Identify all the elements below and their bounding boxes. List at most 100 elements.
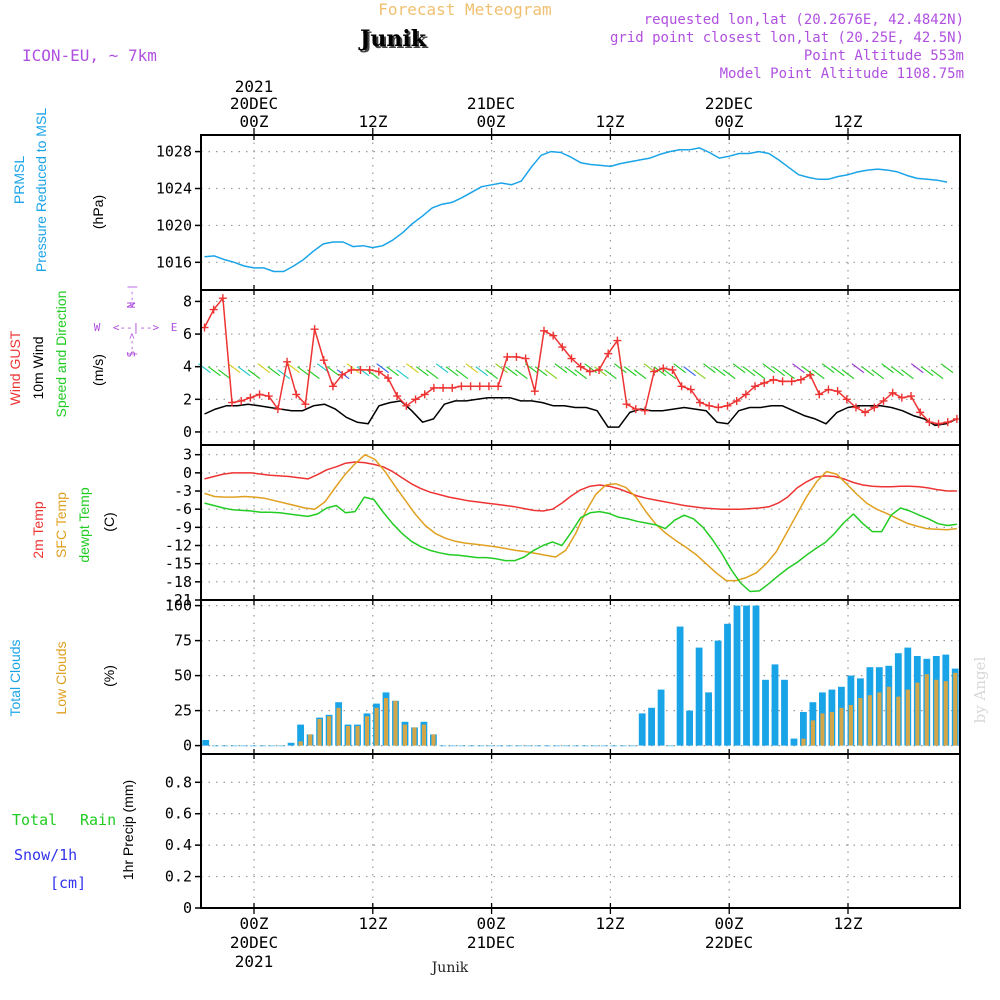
wind-gust-marker bbox=[842, 395, 851, 404]
wind-gust-marker bbox=[328, 382, 337, 391]
wind-direction-arrow bbox=[722, 369, 736, 380]
temp-unit: (C) bbox=[101, 512, 117, 531]
wind-direction-arrow bbox=[267, 366, 281, 377]
wind-direction-arrow bbox=[881, 363, 894, 374]
y-tick-label: 50 bbox=[174, 667, 192, 685]
total-cloud-bar bbox=[468, 745, 475, 747]
total-cloud-bar bbox=[487, 745, 494, 747]
top-time-tick-label: 12Z bbox=[596, 112, 625, 131]
wind-gust-marker bbox=[338, 370, 347, 379]
wind-10m-line bbox=[204, 396, 958, 428]
total-cloud-bar bbox=[591, 745, 599, 747]
wind-direction-arrow bbox=[247, 369, 261, 380]
low-cloud-bar bbox=[915, 682, 920, 746]
compass-south-arrow: |--> bbox=[127, 333, 138, 357]
wind-gust-marker bbox=[521, 354, 530, 363]
wind-gust-marker bbox=[751, 382, 760, 391]
y-tick-label: 1016 bbox=[156, 253, 192, 271]
total-cloud-bar bbox=[477, 745, 485, 747]
low-cloud-bar bbox=[829, 712, 834, 746]
total-cloud-bar bbox=[705, 692, 712, 746]
compass-south: S bbox=[125, 351, 138, 358]
wind-direction-arrow bbox=[326, 366, 340, 377]
top-date-label: 22DEC bbox=[705, 94, 753, 113]
wind-direction-arrow bbox=[208, 366, 221, 377]
pressure-label-msl: Pressure Reduced to MSL bbox=[33, 108, 49, 272]
low-cloud-bar bbox=[393, 700, 398, 746]
low-cloud-bar bbox=[953, 672, 958, 746]
y-tick-label: 25 bbox=[174, 702, 192, 720]
model-label: ICON-EU, ~ 7km bbox=[22, 46, 157, 65]
wind-gust-marker bbox=[218, 294, 227, 303]
top-time-tick-label: 12Z bbox=[359, 112, 388, 131]
precip-snow-unit: [cm] bbox=[50, 874, 86, 892]
total-cloud-bar bbox=[268, 745, 276, 747]
wind-direction-arrow bbox=[475, 366, 489, 377]
bars-layer bbox=[202, 605, 959, 747]
wind-direction-arrow bbox=[633, 369, 647, 380]
wind-direction-arrow bbox=[435, 363, 449, 374]
wind-gust-marker bbox=[255, 390, 264, 399]
total-cloud-bar bbox=[524, 745, 532, 747]
wind-direction-arrow bbox=[831, 366, 845, 377]
y-tick-label: -9 bbox=[174, 518, 192, 536]
wind-direction-arrow bbox=[752, 369, 766, 380]
bottom-time-tick-label: 00Z bbox=[477, 914, 506, 933]
temp-2m-line bbox=[204, 461, 957, 512]
y-tick-label: 0.8 bbox=[165, 773, 192, 791]
wind-direction-arrow bbox=[772, 366, 786, 377]
temp-dewpt-label: dewpt Temp bbox=[76, 487, 92, 562]
total-cloud-bar bbox=[221, 745, 229, 747]
grid-point-coords: grid point closest lon,lat (20.25E, 42.5… bbox=[610, 30, 964, 46]
wind-gust-marker bbox=[622, 400, 631, 409]
clouds-low-label: Low Clouds bbox=[53, 641, 69, 714]
y-tick-label: 0 bbox=[183, 737, 192, 755]
low-cloud-bar bbox=[317, 719, 322, 746]
wind-gust-marker bbox=[824, 385, 833, 394]
bottom-time-tick-label: 00Z bbox=[715, 914, 744, 933]
wind-gust-marker bbox=[650, 367, 659, 376]
low-cloud-bar bbox=[810, 720, 815, 746]
y-tick-label: 0 bbox=[183, 464, 192, 482]
wind-gust-marker bbox=[787, 377, 796, 386]
precip-total-label: Total bbox=[12, 811, 57, 829]
wind-gust-marker bbox=[310, 325, 319, 334]
clouds-unit: (%) bbox=[101, 665, 117, 687]
pressure-label-prmsl: PRMSL bbox=[11, 156, 27, 204]
top-year: 2021 bbox=[235, 77, 274, 96]
temp-sfc-line bbox=[204, 453, 957, 582]
series-layer bbox=[198, 147, 961, 593]
compass-arrow: <--|--> bbox=[113, 321, 160, 334]
wind-gust-marker bbox=[246, 393, 255, 402]
wind-direction-arrow bbox=[257, 363, 271, 374]
wind-direction-arrow bbox=[406, 363, 419, 374]
wind-gust-marker bbox=[292, 390, 301, 399]
bottom-date-label: 22DEC bbox=[705, 933, 753, 952]
wind-gust-marker bbox=[549, 331, 558, 340]
bottom-year: 2021 bbox=[235, 952, 274, 971]
wind-gust-marker bbox=[558, 343, 567, 352]
y-tick-label: -12 bbox=[165, 537, 192, 555]
top-time-tick-label: 00Z bbox=[240, 112, 269, 131]
wind-gust-marker bbox=[888, 388, 897, 397]
low-cloud-bar bbox=[858, 698, 863, 746]
wind-gust-marker bbox=[539, 326, 548, 335]
temp-sfc-label: SFC Temp bbox=[53, 492, 69, 558]
wind-gust-marker bbox=[411, 395, 420, 404]
total-cloud-bar bbox=[449, 745, 456, 747]
wind-direction-arrow bbox=[505, 366, 518, 377]
wind-gust-marker bbox=[705, 401, 714, 410]
wind-gust-label: Wind GUST bbox=[7, 330, 23, 405]
wind-gust-marker bbox=[301, 400, 310, 409]
low-cloud-bar bbox=[934, 679, 939, 746]
wind-gust-marker bbox=[686, 385, 695, 394]
total-cloud-bar bbox=[610, 745, 618, 747]
wind-gust-marker bbox=[237, 396, 246, 405]
total-cloud-bar bbox=[249, 745, 257, 747]
y-tick-label: 75 bbox=[174, 632, 192, 650]
y-tick-label: 0.4 bbox=[165, 836, 192, 854]
total-cloud-bar bbox=[714, 640, 722, 746]
total-cloud-bar bbox=[695, 647, 703, 746]
total-cloud-bar bbox=[781, 679, 788, 746]
